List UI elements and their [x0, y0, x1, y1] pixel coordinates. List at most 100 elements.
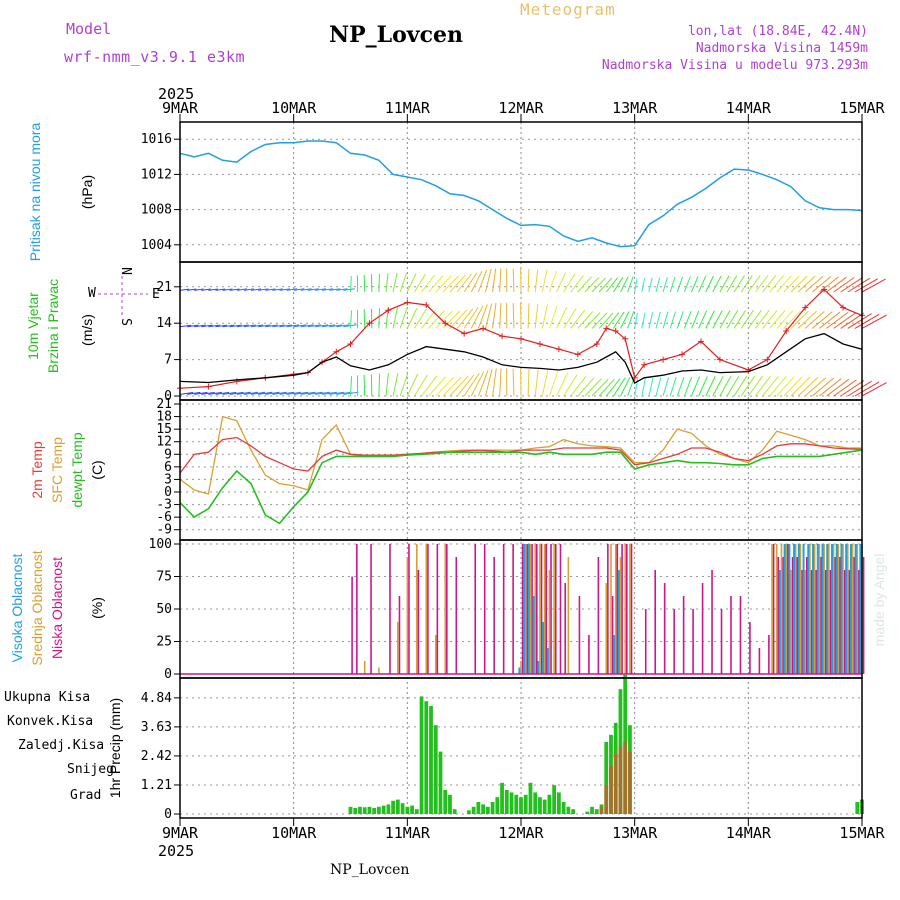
- y-tick-label: 25: [156, 635, 172, 650]
- wind-barb: [740, 309, 754, 329]
- wind-barb: [463, 272, 478, 293]
- wind-barb: [406, 273, 417, 293]
- wind-barb: [655, 277, 661, 293]
- wind-barb: [598, 277, 613, 293]
- wind-barb: [215, 288, 226, 291]
- wind-barb: [620, 276, 629, 293]
- station-title: NP_Lovcen: [329, 22, 463, 48]
- wind-barb: [179, 324, 192, 328]
- wind-barb: [819, 311, 841, 329]
- precip-legend-item: Grad: [70, 788, 101, 803]
- wind-barb: [570, 275, 584, 293]
- y-tick-label: 2.42: [141, 749, 172, 764]
- precip-total-bar: [504, 790, 509, 814]
- wind-barb: [790, 310, 809, 329]
- compass-north: N: [118, 267, 133, 275]
- wind-barb: [265, 324, 278, 328]
- wind-barb: [343, 288, 355, 291]
- precip-total-bar: [443, 790, 448, 814]
- wind-barb: [797, 377, 819, 397]
- wind-barb: [598, 378, 615, 397]
- wind-barb: [329, 324, 343, 328]
- cloud-ylabel: (%): [89, 597, 105, 619]
- wind-barb: [769, 275, 784, 293]
- precip-legend-item: Konvek.Kisa: [7, 714, 93, 729]
- wind-barb: [669, 276, 676, 293]
- cloud-legend-low: Niska Oblacnost: [49, 557, 65, 659]
- wind-barb: [776, 310, 794, 329]
- wind-barb: [286, 391, 302, 395]
- wind-barb: [840, 277, 863, 293]
- wind-barb: [605, 277, 618, 293]
- wind-barb: [570, 375, 587, 397]
- wind-barb: [804, 377, 827, 397]
- wind-barb: [322, 324, 336, 328]
- wind-barb: [826, 378, 850, 397]
- compass-south: S: [118, 318, 133, 326]
- wind-barb: [399, 373, 409, 397]
- wind-barb: [577, 276, 592, 293]
- wind-barb: [236, 288, 247, 291]
- wind-barb: [556, 306, 568, 329]
- x-tick-label-bottom: 14MAR: [726, 824, 772, 842]
- wind-barb: [769, 310, 786, 329]
- wind-barb: [293, 324, 307, 328]
- wind-barb: [272, 391, 287, 395]
- wind-barb: [222, 391, 237, 395]
- wind-barb: [641, 278, 646, 293]
- temp-ylabel: (C): [89, 460, 105, 479]
- wind-barb: [250, 288, 262, 291]
- precip-total-bar: [348, 806, 353, 814]
- wind-barb: [833, 379, 857, 397]
- wind-barb: [719, 375, 732, 397]
- wind-barb: [747, 310, 762, 329]
- precip-total-bar: [438, 751, 443, 814]
- precip-total-bar: [467, 810, 471, 814]
- wind-barb: [279, 288, 290, 291]
- wind-barb: [705, 275, 714, 293]
- precip-total-bar: [571, 809, 575, 814]
- wind-barb: [512, 268, 515, 293]
- wind-barb: [449, 375, 469, 397]
- wind-barb: [435, 376, 455, 397]
- wind-barb: [399, 272, 407, 293]
- wind-barb: [378, 273, 380, 293]
- wind-barb: [833, 277, 855, 293]
- precip-total-bar: [485, 806, 490, 814]
- precip-conv-bar: [618, 746, 623, 814]
- wind-barb: [512, 368, 515, 397]
- wind-barb: [229, 391, 244, 395]
- credit-text: made by Angel: [871, 554, 887, 647]
- wind-barb: [258, 288, 269, 291]
- wind-barb: [683, 276, 691, 293]
- wind-barb: [442, 275, 459, 293]
- precip-total-bar: [448, 794, 452, 814]
- temp-legend-dewpt: dewpt Temp: [69, 432, 85, 507]
- wind-barb: [406, 307, 418, 329]
- y-tick-label: 15: [156, 422, 172, 437]
- wind-barb: [591, 312, 608, 329]
- wind-barb: [762, 310, 778, 329]
- wind-barb: [187, 391, 201, 395]
- wind-barb: [605, 378, 621, 397]
- precip-legend-item: Snijeg: [67, 762, 114, 777]
- wind-barb: [293, 288, 305, 291]
- wind-barb: [563, 308, 577, 329]
- wind-barb: [428, 376, 447, 397]
- precip-conv-bar: [609, 766, 613, 814]
- wind-barb: [598, 312, 614, 329]
- wind-barb: [322, 288, 334, 291]
- wind-barb: [243, 391, 258, 395]
- wind-barb: [385, 373, 389, 397]
- wind-barb: [641, 312, 646, 329]
- wind-barb: [378, 373, 381, 397]
- wind-barb: [691, 376, 701, 397]
- wind-barb: [826, 276, 847, 293]
- wind-barb: [470, 270, 483, 293]
- precip-total-bar: [855, 802, 860, 814]
- wind-barb: [776, 275, 792, 293]
- wind-gust-line: [179, 288, 863, 389]
- precip-total-bar: [424, 701, 429, 814]
- wind-barb: [406, 373, 419, 397]
- compass-west: W: [88, 286, 96, 301]
